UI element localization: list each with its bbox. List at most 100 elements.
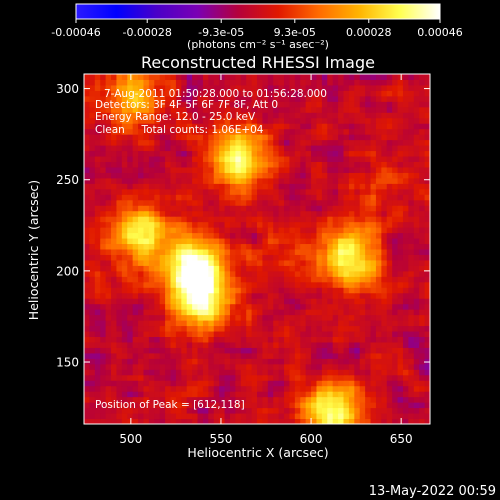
heatmap-cell — [267, 369, 274, 376]
heatmap-cell — [386, 396, 393, 403]
heatmap-cell — [84, 117, 90, 124]
heatmap-cell — [343, 227, 350, 234]
heatmap-cell — [208, 205, 215, 212]
heatmap-cell — [305, 166, 312, 173]
heatmap-cell — [138, 352, 144, 359]
heatmap-cell — [284, 101, 290, 108]
heatmap-cell — [235, 380, 242, 387]
heatmap-cell — [267, 232, 274, 239]
heatmap-cell — [321, 101, 328, 108]
heatmap-cell — [132, 161, 139, 168]
heatmap-cell — [181, 287, 188, 294]
heatmap-cell — [327, 106, 334, 113]
heatmap-cell — [181, 413, 188, 420]
heatmap-cell — [273, 150, 280, 157]
heatmap-cell — [278, 166, 285, 173]
heatmap-cell — [121, 407, 128, 414]
heatmap-cell — [170, 391, 177, 398]
heatmap-cell — [84, 172, 90, 179]
heatmap-cell — [240, 188, 247, 195]
heatmap-cell — [402, 166, 409, 173]
heatmap-cell — [127, 150, 134, 157]
heatmap-cell — [219, 413, 226, 420]
heatmap-cell — [251, 232, 258, 239]
heatmap-cell — [181, 90, 188, 97]
heatmap-cell — [321, 166, 328, 173]
heatmap-cell — [408, 309, 415, 316]
heatmap-cell — [219, 79, 226, 86]
heatmap-cell — [148, 232, 155, 239]
heatmap-cell — [143, 210, 150, 217]
heatmap-cell — [348, 303, 355, 310]
heatmap-cell — [413, 90, 420, 97]
heatmap-cell — [192, 358, 199, 365]
y-tick-label: 250 — [56, 173, 79, 187]
heatmap-cell — [386, 341, 393, 348]
heatmap-cell — [121, 216, 128, 223]
heatmap-cell — [424, 287, 431, 294]
heatmap-cell — [165, 265, 171, 272]
heatmap-cell — [170, 166, 177, 173]
heatmap-cell — [94, 374, 101, 381]
heatmap-cell — [175, 287, 182, 294]
heatmap-cell — [408, 243, 415, 250]
heatmap-cell — [348, 150, 355, 157]
heatmap-cell — [116, 352, 123, 359]
heatmap-cell — [321, 117, 328, 124]
heatmap-cell — [100, 183, 107, 190]
heatmap-cell — [138, 128, 144, 135]
heatmap-cell — [300, 128, 307, 135]
heatmap-cell — [311, 227, 317, 234]
heatmap-cell — [332, 287, 339, 294]
heatmap-cell — [397, 396, 404, 403]
heatmap-cell — [375, 270, 382, 277]
heatmap-cell — [284, 128, 290, 135]
heatmap-cell — [186, 216, 193, 223]
heatmap-cell — [100, 150, 107, 157]
heatmap-cell — [159, 396, 166, 403]
heatmap-cell — [111, 413, 117, 420]
heatmap-cell — [284, 205, 290, 212]
heatmap-cell — [121, 270, 128, 277]
heatmap-cell — [165, 139, 171, 146]
heatmap-cell — [343, 413, 350, 420]
heatmap-cell — [94, 79, 101, 86]
heatmap-cell — [343, 128, 350, 135]
heatmap-cell — [257, 90, 263, 97]
heatmap-cell — [192, 177, 199, 184]
heatmap-cell — [105, 243, 112, 250]
heatmap-cell — [165, 254, 171, 261]
heatmap-cell — [165, 341, 171, 348]
heatmap-cell — [84, 336, 90, 343]
heatmap-cell — [359, 331, 366, 337]
heatmap-cell — [94, 254, 101, 261]
heatmap-cell — [267, 347, 274, 354]
heatmap-cell — [381, 385, 388, 392]
heatmap-cell — [186, 90, 193, 97]
heatmap-cell — [181, 238, 188, 245]
heatmap-cell — [138, 79, 144, 86]
heatmap-cell — [240, 303, 247, 310]
heatmap-cell — [392, 90, 399, 97]
heatmap-cell — [246, 309, 253, 316]
heatmap-cell — [246, 325, 253, 332]
heatmap-cell — [100, 309, 107, 316]
heatmap-cell — [154, 385, 161, 392]
heatmap-cell — [327, 254, 334, 261]
heatmap-cell — [229, 188, 236, 195]
heatmap-cell — [284, 309, 290, 316]
heatmap-cell — [154, 216, 161, 223]
heatmap-cell — [370, 216, 377, 223]
heatmap-cell — [105, 128, 112, 135]
heatmap-cell — [375, 254, 382, 261]
heatmap-cell — [419, 177, 426, 184]
heatmap-cell — [316, 183, 323, 190]
heatmap-cell — [386, 265, 393, 272]
heatmap-cell — [208, 243, 215, 250]
heatmap-cell — [343, 161, 350, 168]
heatmap-cell — [246, 331, 253, 337]
heatmap-cell — [316, 391, 323, 398]
heatmap-cell — [84, 391, 90, 398]
heatmap-cell — [202, 221, 209, 228]
heatmap-cell — [240, 216, 247, 223]
